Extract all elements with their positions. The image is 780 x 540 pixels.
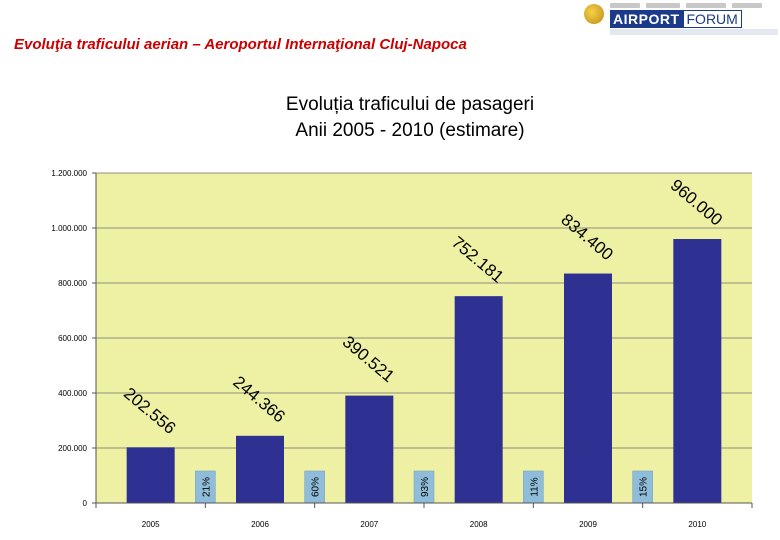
growth-label-3: 93% bbox=[420, 477, 431, 497]
x-tick-label-2010: 2010 bbox=[688, 520, 706, 529]
bar-2009 bbox=[564, 273, 612, 503]
x-tick-label-2008: 2008 bbox=[470, 520, 488, 529]
y-tick-label-1: 200.000 bbox=[58, 444, 87, 453]
bar-2008 bbox=[454, 296, 503, 503]
logo-sponsor-strip bbox=[610, 3, 778, 10]
logo-text-forum: FORUM bbox=[682, 10, 742, 28]
x-tick-label-2009: 2009 bbox=[579, 520, 597, 529]
gridlines bbox=[96, 172, 752, 449]
y-tick-label-4: 800.000 bbox=[58, 279, 87, 288]
bars bbox=[126, 239, 722, 503]
chart-title: Evoluția traficului de pasageri Anii 2005… bbox=[286, 94, 534, 141]
y-tick-label-6: 1.200.000 bbox=[51, 169, 87, 178]
y-tick-label-5: 1.000.000 bbox=[51, 224, 87, 233]
x-tick-label-2007: 2007 bbox=[360, 520, 378, 529]
x-tick-label-2006: 2006 bbox=[251, 520, 269, 529]
y-tick-label-0: 0 bbox=[83, 499, 88, 508]
growth-label-5: 15% bbox=[639, 477, 650, 497]
logo-wordmark: AIRPORT FORUM bbox=[610, 10, 742, 28]
x-axis-ticks: 2005 2006 2007 2008 2009 2010 bbox=[95, 503, 753, 529]
logo-emblem-icon bbox=[584, 4, 604, 24]
logo-text-airport: AIRPORT bbox=[610, 10, 683, 28]
logo-info-strip bbox=[610, 29, 778, 35]
growth-label-2: 60% bbox=[311, 477, 322, 497]
axes bbox=[95, 173, 752, 504]
y-tick-label-2: 400.000 bbox=[58, 389, 87, 398]
slide-heading: Evoluţia traficului aerian – Aeroportul … bbox=[14, 36, 467, 53]
chart-title-line-1: Evoluția traficului de pasageri bbox=[286, 94, 534, 115]
bar-2006 bbox=[236, 435, 284, 503]
airport-forum-logo: AIRPORT FORUM bbox=[584, 2, 780, 38]
y-tick-label-3: 600.000 bbox=[58, 334, 87, 343]
chart-title-line-2: Anii 2005 - 2010 (estimare) bbox=[295, 120, 524, 141]
bar-2007 bbox=[345, 395, 394, 503]
bar-2005 bbox=[126, 447, 175, 503]
y-axis-ticks: 0 200.000 400.000 600.000 800.000 1.000.000 1.… bbox=[51, 169, 96, 508]
growth-bars: 21% 60% 93% 11% 15% bbox=[195, 470, 653, 504]
x-tick-label-2005: 2005 bbox=[142, 520, 160, 529]
bar-2010 bbox=[673, 239, 722, 503]
growth-label-4: 11% bbox=[529, 477, 540, 496]
growth-label-1: 21% bbox=[201, 477, 212, 497]
